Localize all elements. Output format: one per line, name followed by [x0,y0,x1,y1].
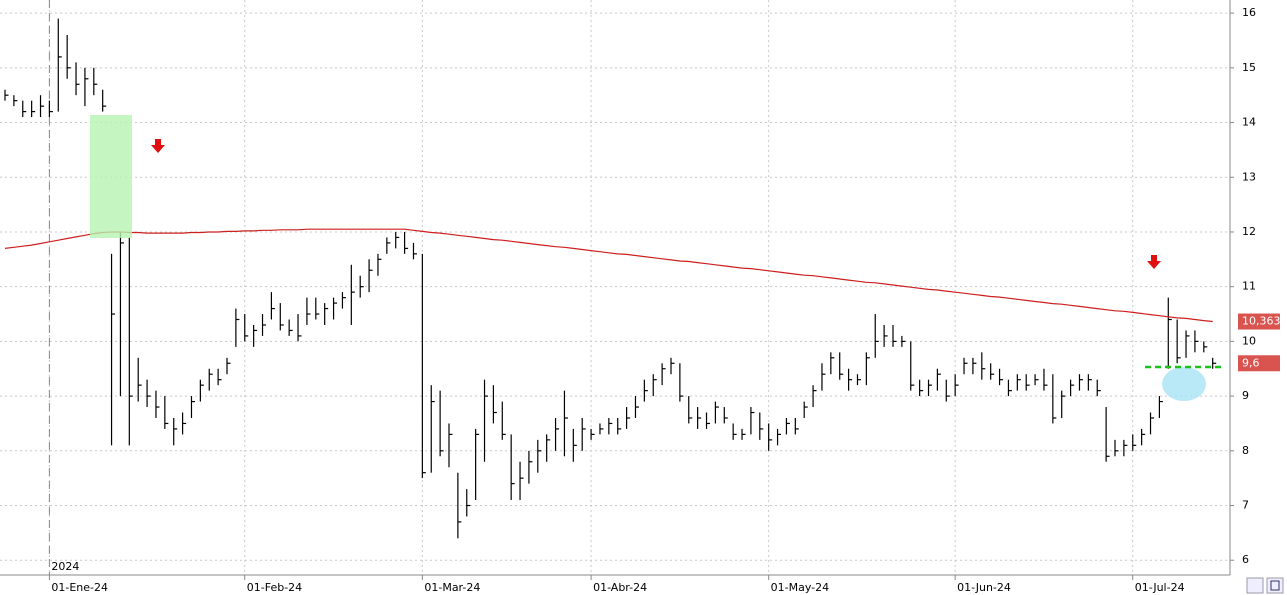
y-tick-label: 12 [1242,225,1256,238]
save-icon [1270,580,1280,591]
toolbar [1246,577,1284,594]
y-tick-label: 8 [1242,444,1249,457]
marks [4,18,1217,539]
x-tick-label: 01-Abr-24 [593,581,647,594]
moving-average [4,228,1213,323]
price-label-box [1238,355,1280,372]
y-tick-label: 14 [1242,116,1256,129]
year-label: 2024 [51,560,79,573]
down-arrow [1147,255,1161,269]
y-tick-label: 7 [1242,499,1249,512]
y-tick-label: 15 [1242,61,1256,74]
y-tick-label: 13 [1242,170,1256,183]
y-tick-label: 10 [1242,334,1256,347]
y-tick-label: 6 [1242,553,1249,566]
price-label: 9,6 [1242,356,1260,369]
y-tick-label: 9 [1242,389,1249,402]
y-tick-label: 11 [1242,280,1256,293]
x-tick-label: 01-Mar-24 [424,581,480,594]
grid [0,0,1234,580]
highlight-zone [90,115,132,238]
price-label: 10,363 [1242,315,1281,328]
save-button[interactable] [1266,577,1284,594]
price-label-box [1238,313,1280,330]
x-tick-label: 01-May-24 [771,581,829,594]
x-tick-label: 01-Jul-24 [1135,581,1185,594]
down-arrow [151,139,165,153]
x-tick-label: 01-Ene-24 [51,581,108,594]
x-tick-label: 01-Feb-24 [247,581,302,594]
y-tick-label: 16 [1242,6,1256,19]
x-tick-label: 01-Jun-24 [957,581,1011,594]
zoom-button[interactable] [1246,577,1264,594]
highlight-ellipse [1162,367,1206,401]
